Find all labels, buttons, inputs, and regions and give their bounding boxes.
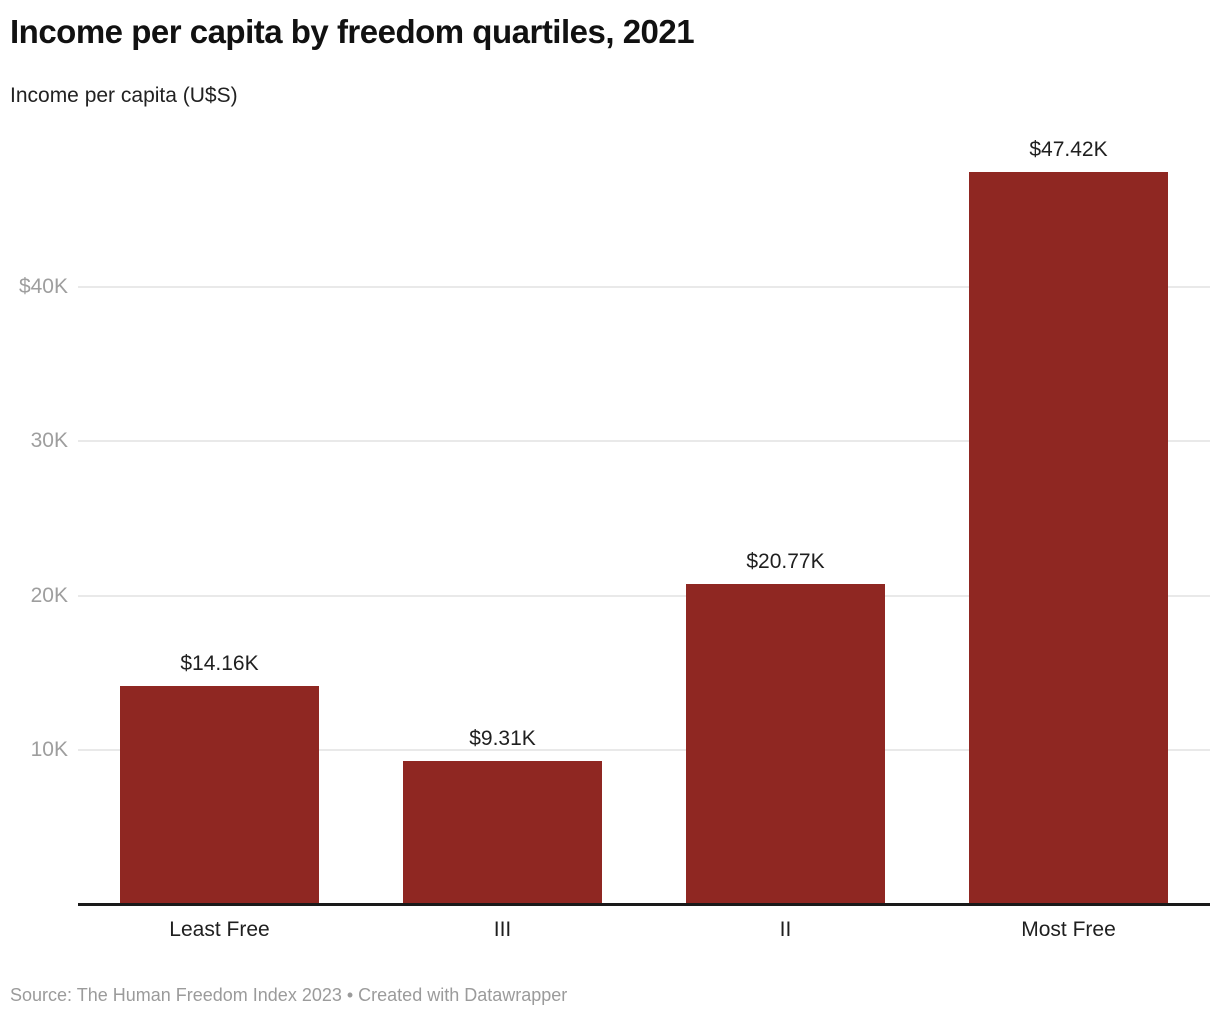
gridline-20000	[78, 594, 1210, 597]
bar-value-label: $9.31K	[469, 727, 536, 750]
y-axis-tick-label: 10K	[30, 738, 68, 762]
bar-least-free	[120, 686, 319, 905]
x-axis-category-label: Most Free	[1021, 918, 1116, 941]
y-axis-tick-label: $40K	[18, 274, 68, 298]
bar-value-label: $47.42K	[1029, 138, 1108, 161]
gridline-40000	[78, 285, 1210, 288]
chart-title: Income per capita by freedom quartiles, …	[10, 13, 695, 50]
bar-iii	[403, 761, 602, 905]
y-axis-tick-label: 20K	[30, 583, 68, 607]
chart-source-note: Source: The Human Freedom Index 2023 • C…	[10, 985, 568, 1005]
chart-subtitle: Income per capita (U$S)	[10, 84, 238, 107]
x-axis-category-label: III	[493, 918, 512, 941]
gridline-10000	[78, 749, 1210, 752]
bar-value-label: $14.16K	[180, 652, 259, 675]
x-axis-category-label: II	[779, 918, 792, 941]
y-axis-tick-label: 30K	[30, 429, 68, 453]
bar-ii	[686, 584, 885, 905]
gridline-30000	[78, 440, 1210, 443]
x-axis-category-label: Least Free	[169, 918, 270, 941]
bar-value-label: $20.77K	[746, 550, 825, 573]
x-axis-baseline	[78, 903, 1210, 906]
bar-most-free	[969, 172, 1168, 905]
